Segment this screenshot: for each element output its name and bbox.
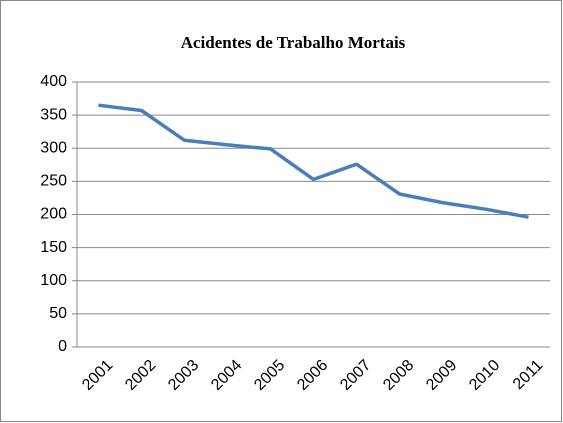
y-tick-label: 250 <box>40 173 67 190</box>
y-tick-label: 150 <box>40 239 67 256</box>
y-tick-label: 100 <box>40 272 67 289</box>
chart-title: Acidentes de Trabalho Mortais <box>181 33 406 52</box>
y-tick-label: 200 <box>40 206 67 223</box>
y-tick-label: 0 <box>58 338 67 355</box>
y-tick-label: 350 <box>40 106 67 123</box>
y-tick-label: 400 <box>40 73 67 90</box>
y-tick-label: 50 <box>49 305 67 322</box>
y-tick-label: 300 <box>40 139 67 156</box>
line-series <box>98 103 529 219</box>
